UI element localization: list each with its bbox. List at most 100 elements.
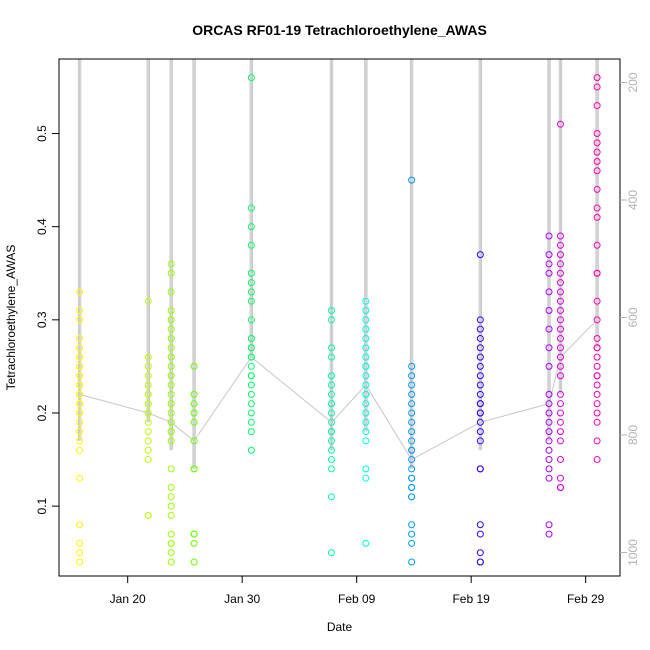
data-point [144, 362, 152, 370]
data-point [327, 372, 335, 380]
data-point [76, 521, 84, 529]
data-point [593, 390, 601, 398]
data-point [476, 437, 484, 445]
plot-frame [58, 58, 621, 577]
data-point [545, 362, 553, 370]
data-point [593, 400, 601, 408]
data-point [167, 502, 175, 510]
data-point [167, 465, 175, 473]
data-point [556, 353, 564, 361]
data-point [362, 465, 370, 473]
data-point [362, 344, 370, 352]
data-point [408, 437, 416, 445]
data-point [362, 316, 370, 324]
data-point [408, 428, 416, 436]
data-point [362, 307, 370, 315]
data-point [167, 260, 175, 268]
x-tick-label: Jan 30 [224, 592, 260, 606]
data-point [190, 530, 198, 538]
data-point [167, 437, 175, 445]
data-point [476, 400, 484, 408]
data-point [362, 539, 370, 547]
data-point [167, 493, 175, 501]
data-point [247, 334, 255, 342]
data-point [362, 418, 370, 426]
data-points-layer [76, 74, 601, 566]
data-point [476, 325, 484, 333]
data-point [247, 418, 255, 426]
data-point [545, 344, 553, 352]
data-point [76, 372, 84, 380]
y-tick-label: 0.5 [35, 125, 49, 142]
axes-layer: Jan 20 Jan 30 Feb 09 Feb 19 Feb 29 0.1 0.2 0.3 0… [35, 72, 640, 606]
data-point [476, 530, 484, 538]
data-point [545, 465, 553, 473]
data-point [476, 362, 484, 370]
data-point [247, 204, 255, 212]
data-point [476, 344, 484, 352]
data-point [247, 241, 255, 249]
data-point [593, 102, 601, 110]
data-point [167, 428, 175, 436]
data-point [556, 428, 564, 436]
altitude-trace-line [79, 319, 598, 461]
data-point [247, 344, 255, 352]
data-point [76, 446, 84, 454]
data-point [144, 437, 152, 445]
data-point [545, 307, 553, 315]
data-point [327, 390, 335, 398]
data-point [167, 390, 175, 398]
data-point [327, 446, 335, 454]
data-point [167, 409, 175, 417]
data-point [408, 474, 416, 482]
data-point [76, 344, 84, 352]
data-point [362, 390, 370, 398]
data-point [476, 372, 484, 380]
data-point [476, 465, 484, 473]
data-point [144, 297, 152, 305]
data-point [327, 344, 335, 352]
data-point [247, 390, 255, 398]
data-point [545, 418, 553, 426]
data-point [327, 400, 335, 408]
data-point [408, 362, 416, 370]
data-point [76, 539, 84, 547]
data-point [76, 558, 84, 566]
data-point [144, 400, 152, 408]
data-point [408, 390, 416, 398]
data-point [247, 74, 255, 82]
data-point [545, 251, 553, 259]
data-point [167, 344, 175, 352]
data-point [247, 316, 255, 324]
data-point [593, 148, 601, 156]
data-point [545, 390, 553, 398]
data-point [247, 353, 255, 361]
data-point [76, 400, 84, 408]
data-point [247, 223, 255, 231]
data-point [362, 474, 370, 482]
data-point [556, 269, 564, 277]
data-point [593, 204, 601, 212]
data-point [545, 409, 553, 417]
data-point [167, 530, 175, 538]
data-point [190, 418, 198, 426]
data-point [593, 353, 601, 361]
data-point [408, 493, 416, 501]
data-point [593, 456, 601, 464]
data-point [144, 418, 152, 426]
data-point [408, 484, 416, 492]
data-point [144, 353, 152, 361]
data-point [408, 381, 416, 389]
data-point [556, 279, 564, 287]
data-point [556, 297, 564, 305]
data-point [76, 549, 84, 557]
data-point [556, 409, 564, 417]
data-point [545, 260, 553, 268]
data-point [545, 325, 553, 333]
data-point [408, 456, 416, 464]
data-point [408, 558, 416, 566]
y2-tick-label: 200 [626, 72, 640, 92]
data-point [76, 307, 84, 315]
data-point [556, 232, 564, 240]
y-axis-label: Tetrachloroethylene_AWAS [4, 245, 18, 391]
